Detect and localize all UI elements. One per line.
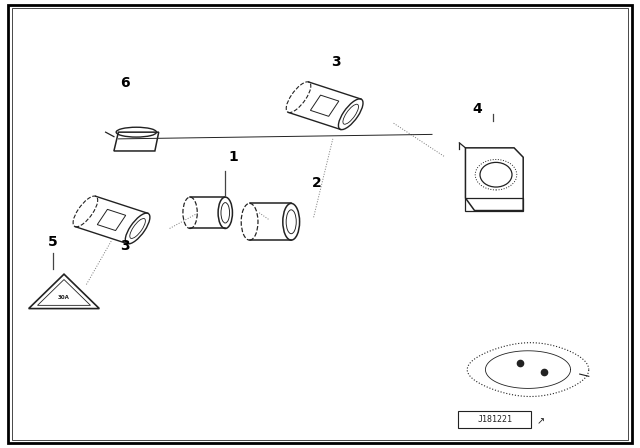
Text: 3: 3 <box>331 56 341 69</box>
Text: ↗: ↗ <box>537 417 545 426</box>
Text: 30A: 30A <box>58 295 70 301</box>
Bar <box>458 411 531 428</box>
Text: J181221: J181221 <box>477 415 512 424</box>
Text: 4: 4 <box>472 103 482 116</box>
Text: 2: 2 <box>312 177 322 190</box>
Text: 5: 5 <box>48 235 58 249</box>
Text: 3: 3 <box>120 239 130 253</box>
Text: 6: 6 <box>120 76 130 90</box>
Text: 1: 1 <box>228 150 239 164</box>
